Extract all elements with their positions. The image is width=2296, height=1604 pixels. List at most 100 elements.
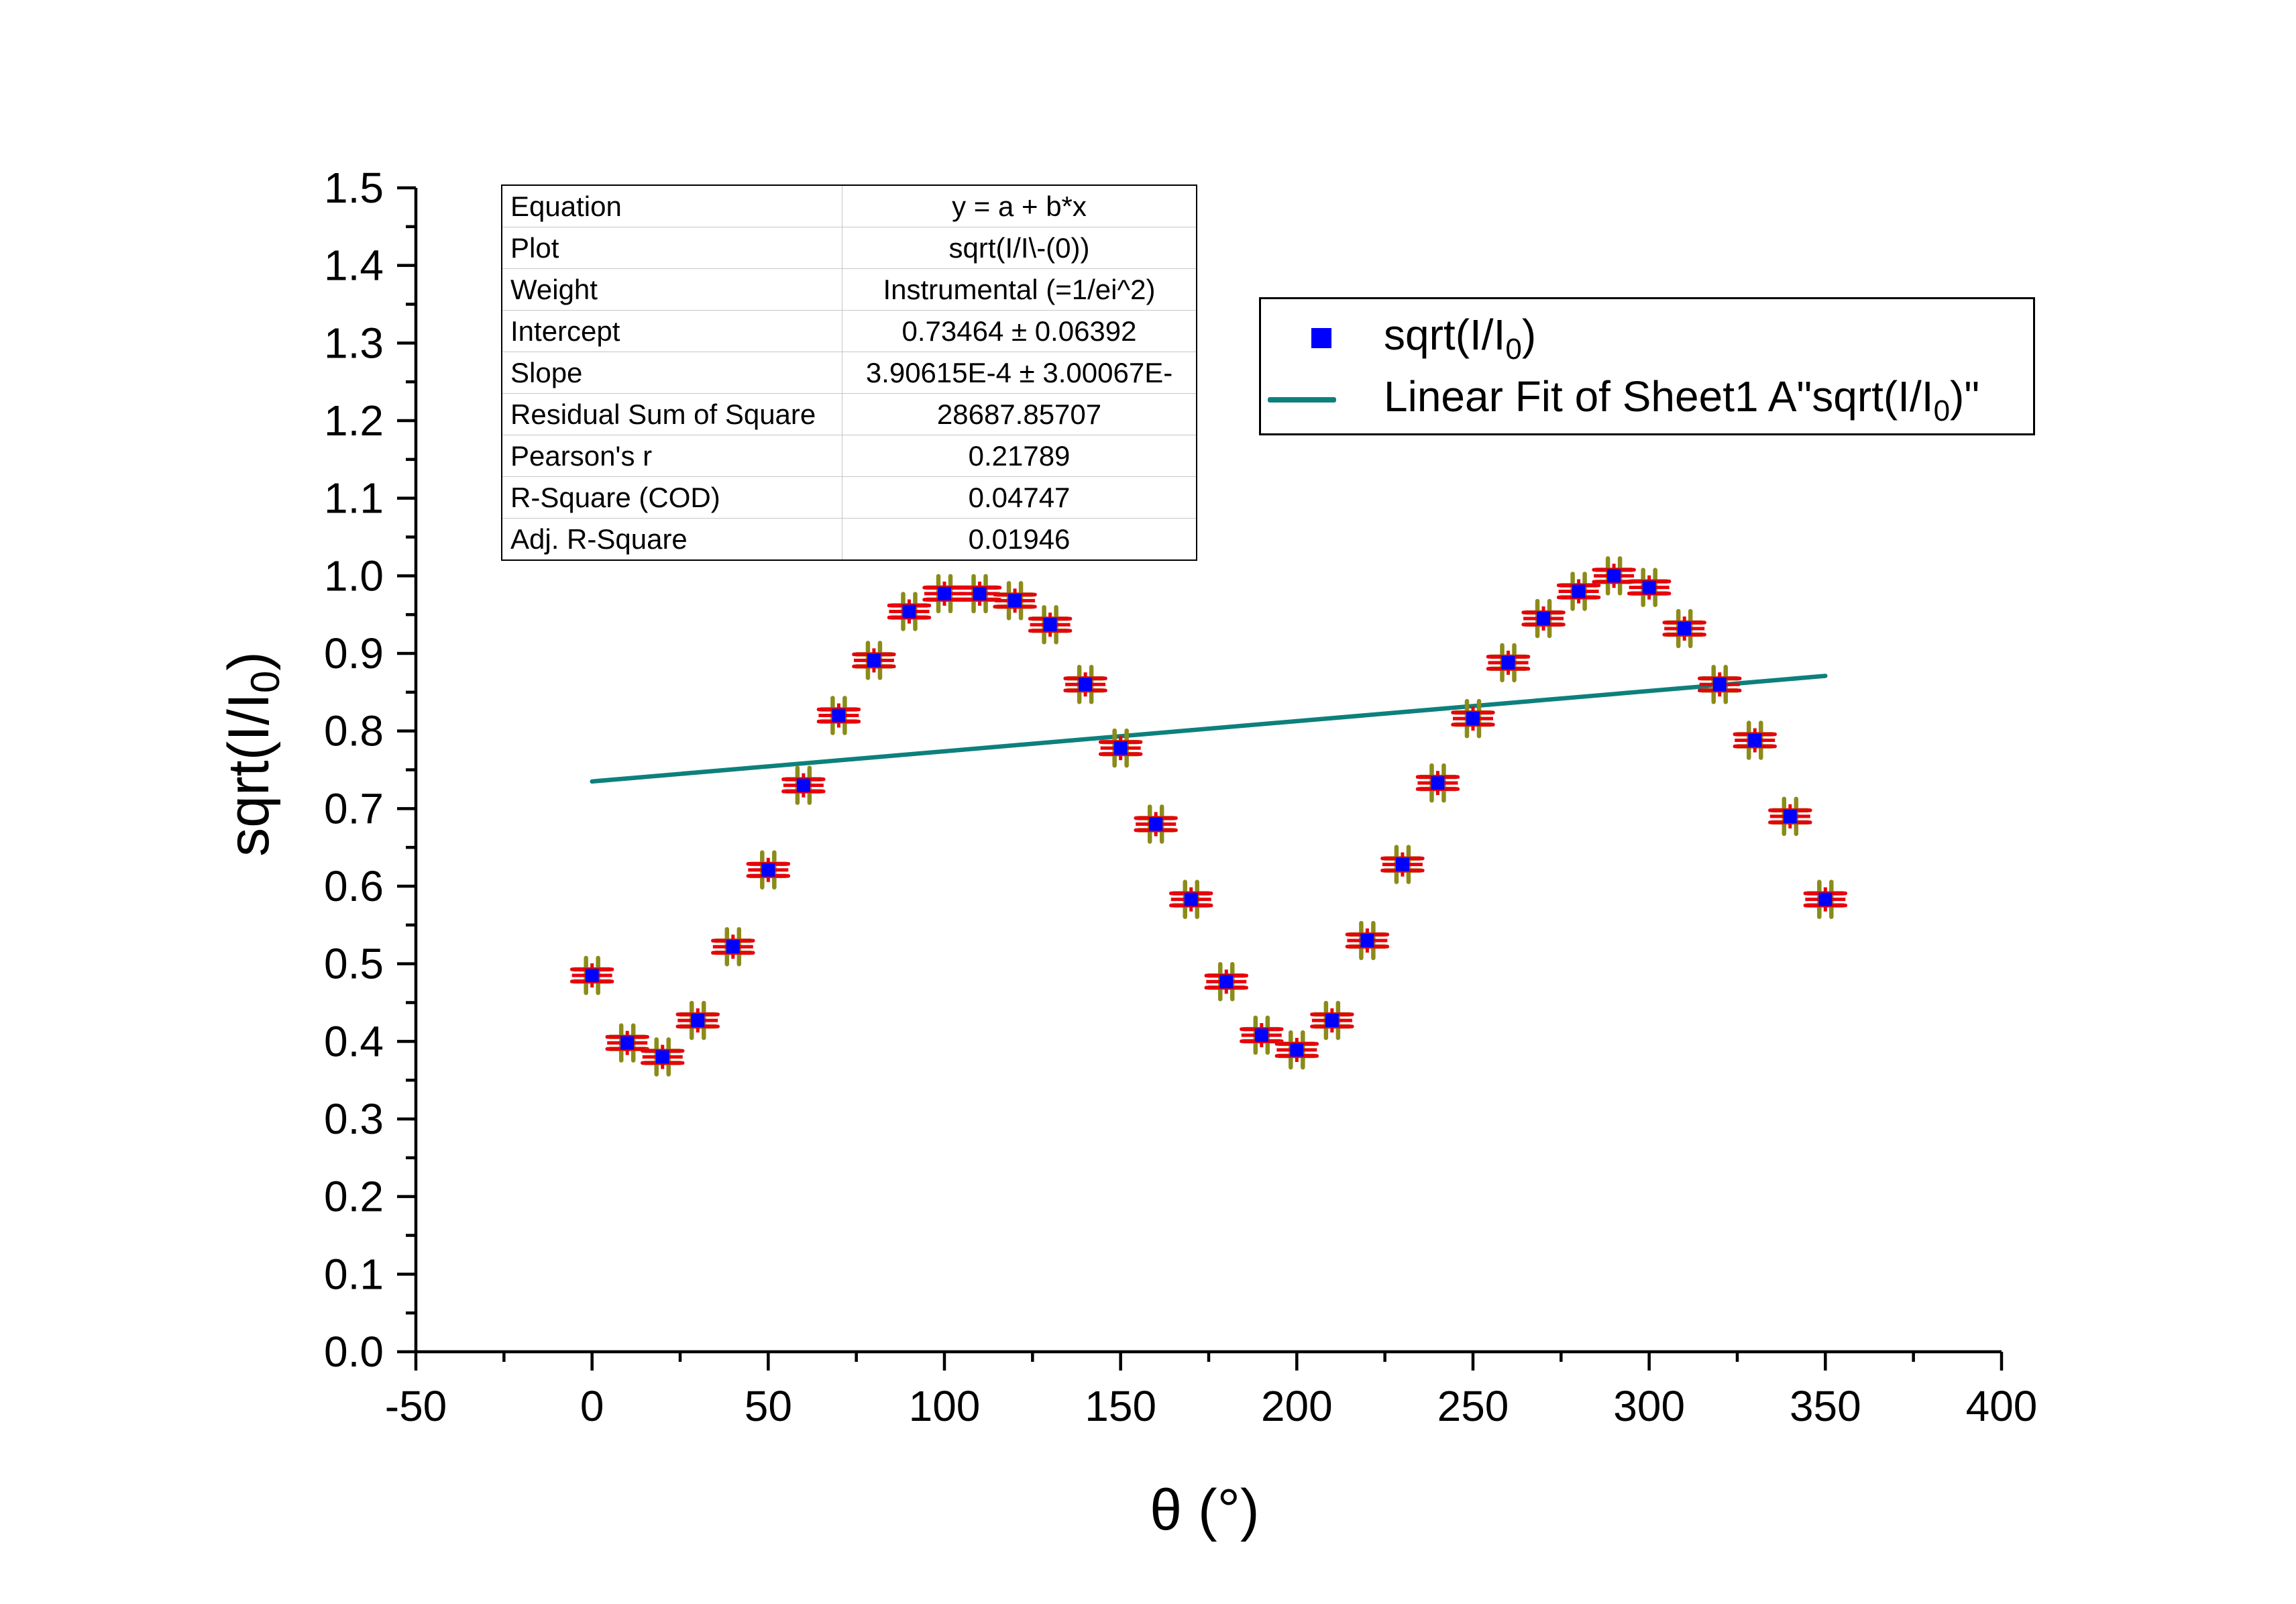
square-marker	[1818, 892, 1833, 906]
square-marker	[1008, 594, 1022, 608]
legend-item-fit: Linear Fit of Sheet1 A"sqrt(I/I0)"	[1261, 369, 2033, 431]
square-marker-icon	[1311, 328, 1331, 348]
y-tick-label: 0.6	[324, 862, 384, 910]
square-marker	[1642, 580, 1656, 594]
square-marker	[1678, 621, 1692, 635]
data-point	[569, 955, 614, 996]
data-point	[1521, 598, 1566, 639]
square-marker	[1184, 892, 1198, 906]
data-point	[781, 765, 826, 805]
y-tick-label: 0.5	[324, 940, 384, 988]
data-point	[1768, 796, 1812, 837]
fit-table-key: Plot	[501, 227, 843, 269]
data-point	[675, 1000, 720, 1040]
fit-table-value: 0.73464 ± 0.06392	[842, 310, 1197, 352]
legend: sqrt(I/I0) Linear Fit of Sheet1 A"sqrt(I…	[1259, 297, 2035, 435]
legend-item-data: sqrt(I/I0)	[1261, 307, 2033, 369]
data-point	[1803, 879, 1848, 919]
data-point	[1028, 604, 1073, 645]
fit-line-layer	[590, 674, 1828, 784]
square-marker	[1079, 678, 1093, 692]
fit-table-value: 0.01946	[842, 518, 1197, 561]
x-tick-label: 50	[745, 1382, 792, 1430]
square-marker	[902, 604, 916, 619]
square-marker	[1466, 712, 1480, 726]
data-point	[1627, 568, 1672, 607]
y-tick-label: 1.5	[324, 164, 384, 212]
y-axis-title: sqrt(I/I0)	[217, 651, 288, 857]
fit-table-value: 3.90615E-4 ± 3.00067E-	[842, 352, 1197, 394]
data-point	[1063, 665, 1107, 704]
fit-table-key: Residual Sum of Square	[501, 393, 843, 435]
square-marker	[832, 708, 846, 723]
square-marker	[655, 1050, 669, 1064]
square-marker	[1431, 776, 1445, 790]
square-marker	[1712, 678, 1727, 692]
data-point	[957, 574, 1002, 614]
data-point	[1240, 1015, 1284, 1055]
data-point	[1204, 962, 1249, 1002]
fit-table-row: Adj. R-Square 0.01946	[501, 518, 1197, 561]
y-tick-label: 1.4	[324, 242, 384, 290]
square-marker	[1113, 741, 1128, 755]
fit-results-table: Equation y = a + b*x Plot sqrt(I/I\-(0)) Wei…	[501, 184, 1197, 561]
y-tick-label: 1.1	[324, 474, 384, 523]
y-tick-label: 1.2	[324, 396, 384, 445]
fit-table-value: 0.04747	[842, 476, 1197, 519]
data-point	[1592, 556, 1636, 596]
square-marker	[1783, 809, 1797, 823]
square-marker	[938, 586, 951, 600]
data-point	[1168, 879, 1213, 919]
data-point	[1274, 1030, 1319, 1070]
fit-table-value: sqrt(I/I\-(0))	[842, 227, 1197, 269]
square-marker	[620, 1036, 635, 1050]
data-point	[1134, 804, 1178, 844]
y-tick-label: 1.3	[324, 319, 384, 367]
fit-table-key: Weight	[501, 268, 843, 311]
fit-table-key: Adj. R-Square	[501, 518, 843, 561]
fit-table-row: Slope 3.90615E-4 ± 3.00067E-	[501, 352, 1197, 394]
square-marker	[1395, 857, 1409, 871]
data-point	[852, 641, 896, 680]
square-marker	[1325, 1014, 1339, 1028]
data-points	[569, 556, 1848, 1077]
y-tick-label: 1.0	[324, 551, 384, 600]
square-marker	[1607, 569, 1621, 583]
x-tick-label: 200	[1261, 1382, 1333, 1430]
x-axis-ticks: -50 0 50 100 150 200 250 300 350 400	[385, 1352, 2037, 1430]
fit-table-value: Instrumental (=1/ei^2)	[842, 268, 1197, 311]
x-tick-label: 100	[909, 1382, 981, 1430]
y-tick-label: 0.4	[324, 1017, 384, 1065]
fit-table-row: Plot sqrt(I/I\-(0))	[501, 227, 1197, 269]
square-marker	[585, 969, 599, 983]
data-point	[816, 696, 861, 735]
y-axis-ticks: 0.0 0.1 0.2 0.3 0.4 0.5 0.6 0.7 0.8 0.9 1.0 1.1 1.2 1…	[324, 164, 416, 1376]
fit-table-key: Equation	[501, 184, 843, 227]
square-marker	[761, 863, 775, 877]
fit-table-key: Intercept	[501, 310, 843, 352]
fit-table-key: R-Square (COD)	[501, 476, 843, 519]
data-point	[1451, 698, 1495, 739]
data-point	[1556, 572, 1601, 611]
data-point	[1380, 845, 1425, 884]
data-point	[711, 926, 755, 967]
x-axis-title: θ (°)	[1150, 1478, 1259, 1542]
x-tick-label: 150	[1085, 1382, 1156, 1430]
fit-table-value: y = a + b*x	[842, 184, 1197, 227]
fit-table-key: Slope	[501, 352, 843, 394]
y-tick-label: 0.8	[324, 707, 384, 755]
fit-table-value: 28687.85707	[842, 393, 1197, 435]
fit-table-key: Pearson's r	[501, 435, 843, 477]
square-marker	[1360, 933, 1374, 947]
square-marker	[1254, 1028, 1268, 1042]
linear-fit-line	[590, 674, 1828, 784]
data-point	[605, 1023, 649, 1063]
fit-table-row: Pearson's r 0.21789	[501, 435, 1197, 477]
data-point	[1662, 608, 1706, 649]
x-tick-label: 300	[1613, 1382, 1685, 1430]
x-tick-label: 350	[1790, 1382, 1861, 1430]
square-marker	[1219, 975, 1234, 989]
data-point	[887, 592, 932, 631]
fit-table-row: Intercept 0.73464 ± 0.06392	[501, 310, 1197, 352]
